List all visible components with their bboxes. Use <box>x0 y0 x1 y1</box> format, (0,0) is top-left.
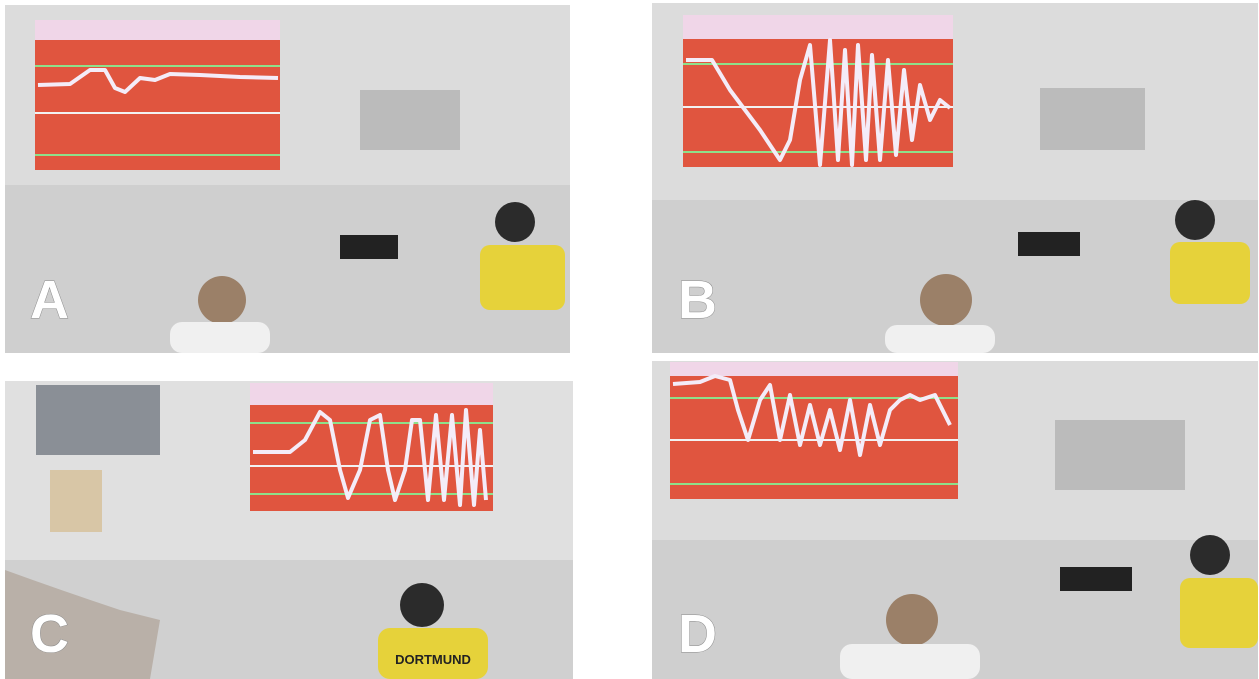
panel-label: C <box>30 604 69 664</box>
panel-d: D <box>652 361 1258 679</box>
shirt-text: DORTMUND <box>395 652 471 667</box>
wall-display <box>36 385 160 455</box>
projection-screen <box>35 20 280 170</box>
signal-trace <box>672 374 952 457</box>
panel-label: A <box>30 270 69 330</box>
device <box>340 235 398 259</box>
yellow-shirt <box>378 628 488 679</box>
device <box>1060 567 1132 591</box>
panel-label: B <box>678 270 717 330</box>
monitor <box>360 90 460 150</box>
floor <box>5 185 570 353</box>
child-head <box>920 274 972 326</box>
panel-label: D <box>678 604 717 664</box>
screen-header <box>250 383 493 405</box>
child-head <box>886 594 938 646</box>
device <box>1018 232 1080 256</box>
screen-header <box>683 15 953 39</box>
projection-screen <box>670 362 958 499</box>
child-head <box>495 202 535 242</box>
child-body <box>840 644 980 679</box>
yellow-shirt <box>1170 242 1250 304</box>
yellow-shirt <box>480 245 565 310</box>
child-head <box>198 276 246 324</box>
child-head <box>1190 535 1230 575</box>
monitor <box>1040 88 1145 150</box>
panel-a: A <box>5 5 570 353</box>
child-body <box>170 322 270 353</box>
child-head <box>1175 200 1215 240</box>
child-body <box>885 325 995 353</box>
panel-b: B <box>652 3 1258 353</box>
screen-header <box>35 20 280 40</box>
panel-c: DORTMUND C <box>5 381 573 679</box>
signal-trace <box>686 38 952 167</box>
person-arm <box>5 570 160 679</box>
monitor <box>1055 420 1185 490</box>
child-head <box>400 583 444 627</box>
screen-header <box>670 362 958 376</box>
signal-trace <box>37 68 279 94</box>
corkboard <box>50 470 102 532</box>
yellow-shirt <box>1180 578 1258 648</box>
signal-trace <box>253 408 488 507</box>
